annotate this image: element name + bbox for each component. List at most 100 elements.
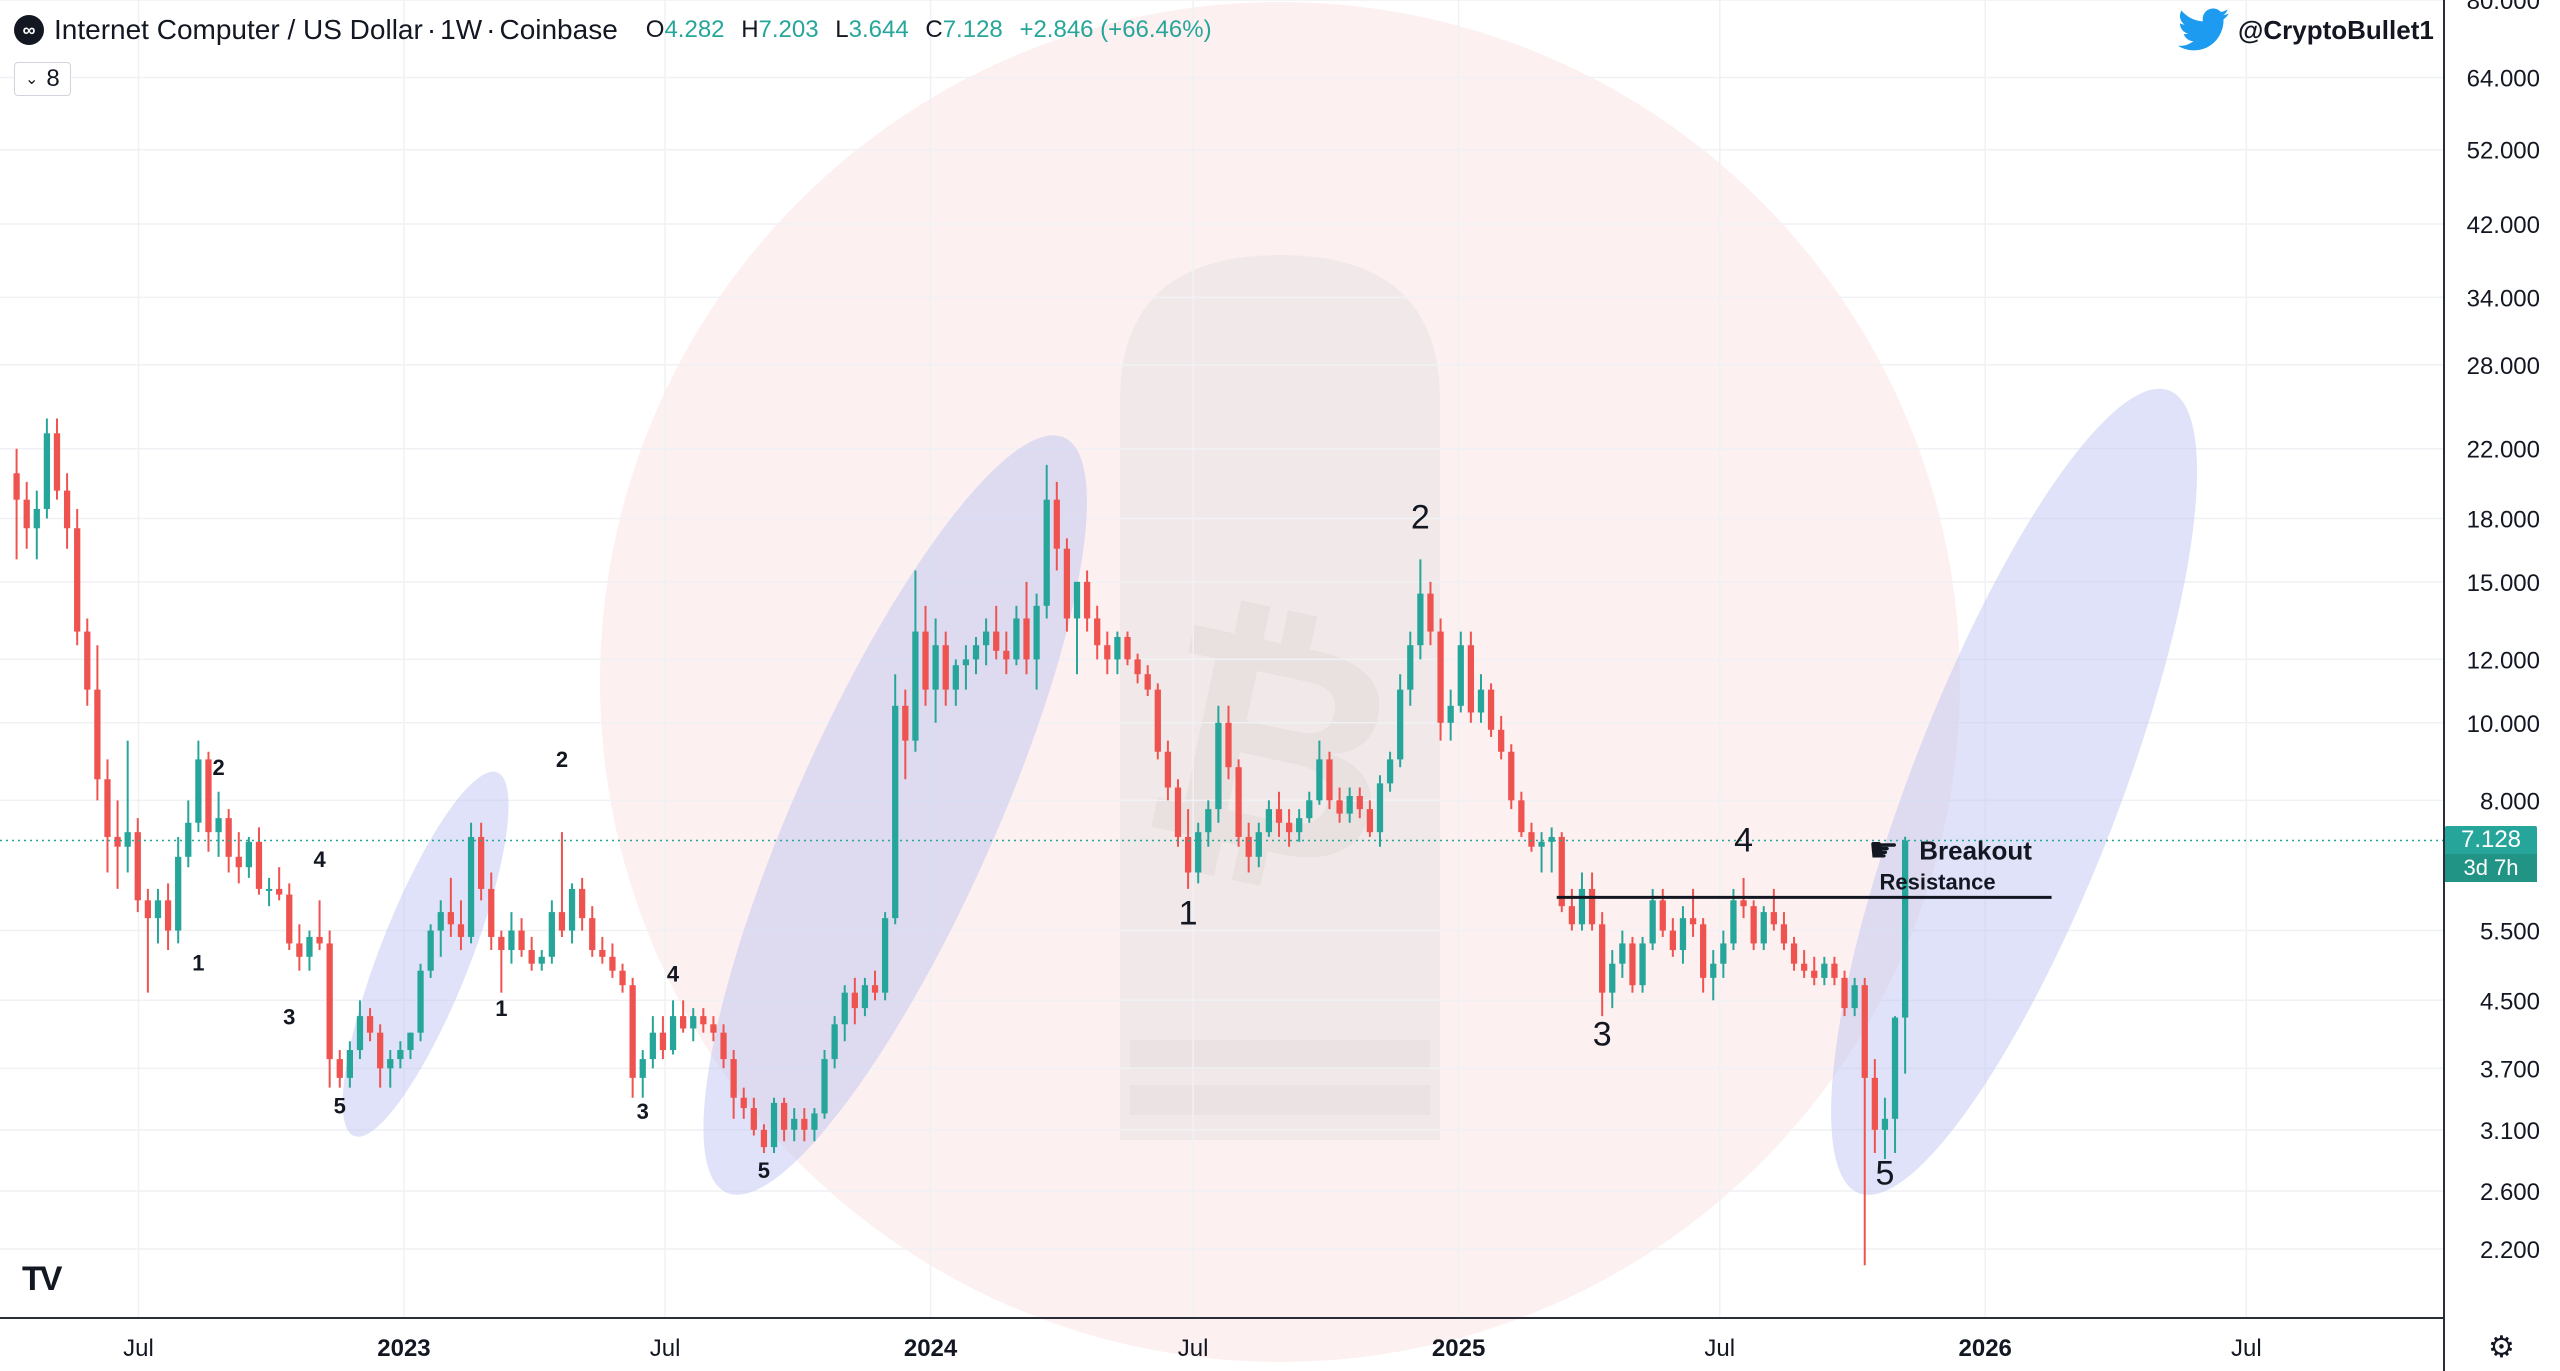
candle-body <box>1528 832 1535 847</box>
candle <box>1326 751 1333 810</box>
candle-body <box>1770 912 1777 925</box>
candle <box>1124 631 1131 666</box>
tradingview-logo-icon[interactable]: TV <box>22 1260 62 1298</box>
settings-gear-icon[interactable]: ⚙ <box>2488 1331 2515 1364</box>
candle-body <box>417 970 424 1033</box>
candle-body <box>1255 832 1262 857</box>
candle <box>1679 906 1687 964</box>
candle-body <box>407 1032 414 1051</box>
candle-body <box>1568 906 1575 925</box>
candle-body <box>902 705 909 741</box>
candle-body <box>821 1059 828 1114</box>
candle-body <box>700 1016 707 1025</box>
candle <box>1447 689 1454 741</box>
candle <box>1285 809 1293 847</box>
candle <box>134 818 141 913</box>
candle <box>164 883 172 951</box>
candle <box>669 1000 677 1055</box>
candle <box>387 1050 394 1088</box>
candle-body <box>1417 593 1424 646</box>
candle <box>1841 970 1848 1017</box>
candle <box>1104 631 1111 675</box>
candle <box>841 985 848 1042</box>
candle-body <box>993 631 1000 651</box>
change-value: +2.846 (+66.46%) <box>1019 16 1212 43</box>
candle <box>1417 559 1424 660</box>
candle-body <box>1063 548 1071 619</box>
candle-body <box>1669 930 1676 951</box>
candle-body <box>589 918 596 951</box>
candle-body <box>225 818 232 857</box>
candle-body <box>760 1129 768 1148</box>
interval[interactable]: 1W <box>440 14 483 45</box>
candle-body <box>33 508 40 529</box>
candle-body <box>1689 918 1697 925</box>
candle-body <box>1780 924 1788 944</box>
candle <box>1356 787 1363 819</box>
candle-body <box>1710 963 1717 978</box>
wave-label: 1 <box>1179 894 1198 932</box>
candle <box>1558 832 1565 913</box>
price-tick-label: 5.500 <box>2480 919 2540 946</box>
candle <box>1427 581 1434 646</box>
symbol-name[interactable]: Internet Computer / US Dollar <box>54 14 423 45</box>
candle <box>1821 956 1828 986</box>
time-tick-label: Jul <box>1178 1335 1209 1362</box>
candle <box>1568 888 1575 931</box>
candle-body <box>1801 963 1808 971</box>
candle-body <box>1215 722 1222 810</box>
candle <box>1316 740 1323 805</box>
candle-body <box>568 888 576 931</box>
candle-body <box>982 631 990 646</box>
wave-label: 5 <box>334 1093 346 1118</box>
candle <box>639 1050 646 1098</box>
candle-body <box>1447 705 1454 723</box>
candle-body <box>1679 918 1687 951</box>
candle-body <box>1124 636 1131 660</box>
candle <box>881 912 889 1001</box>
candle <box>427 924 434 978</box>
candle-body <box>1861 985 1868 1078</box>
candle-body <box>1164 751 1172 788</box>
candle <box>1710 950 1717 1001</box>
bar-countdown: 3d 7h <box>2445 854 2537 883</box>
candle-body <box>316 936 323 944</box>
candle <box>1498 715 1505 760</box>
candle <box>1649 888 1656 951</box>
candles[interactable] <box>13 418 1909 1266</box>
price-tick-label: 42.000 <box>2467 212 2540 239</box>
candle-body <box>366 1016 374 1033</box>
wave-label: 3 <box>1593 1016 1612 1054</box>
candle-body <box>84 631 91 690</box>
price-tick-label: 3.700 <box>2480 1056 2540 1083</box>
indicators-toggle-button[interactable]: ⌄ 8 <box>14 62 71 96</box>
candle <box>356 1000 364 1060</box>
candle <box>1790 936 1798 971</box>
candle-body <box>467 836 475 937</box>
price-tick-label: 2.600 <box>2480 1179 2540 1206</box>
candle-body <box>1275 809 1283 823</box>
price-tick-label: 2.200 <box>2480 1237 2540 1264</box>
candle-body <box>952 665 959 690</box>
candle <box>478 822 485 901</box>
candle-body <box>1538 841 1545 847</box>
candle-body <box>124 832 131 847</box>
candle-body <box>579 888 586 919</box>
candle-body <box>871 985 879 993</box>
candle <box>346 1041 353 1088</box>
candle <box>680 1000 687 1033</box>
candle-body <box>245 841 253 868</box>
candle <box>922 605 929 706</box>
candle-body <box>427 930 434 971</box>
candle <box>609 943 616 978</box>
candle <box>447 877 454 937</box>
candle <box>1174 779 1182 847</box>
open-label: O <box>645 16 665 43</box>
high-value: 7.203 <box>758 16 819 43</box>
last-price-value: 7.128 <box>2460 826 2522 854</box>
candle <box>1023 581 1030 675</box>
candle <box>316 900 323 951</box>
candle-body <box>892 705 899 919</box>
candle-body <box>387 1059 394 1069</box>
